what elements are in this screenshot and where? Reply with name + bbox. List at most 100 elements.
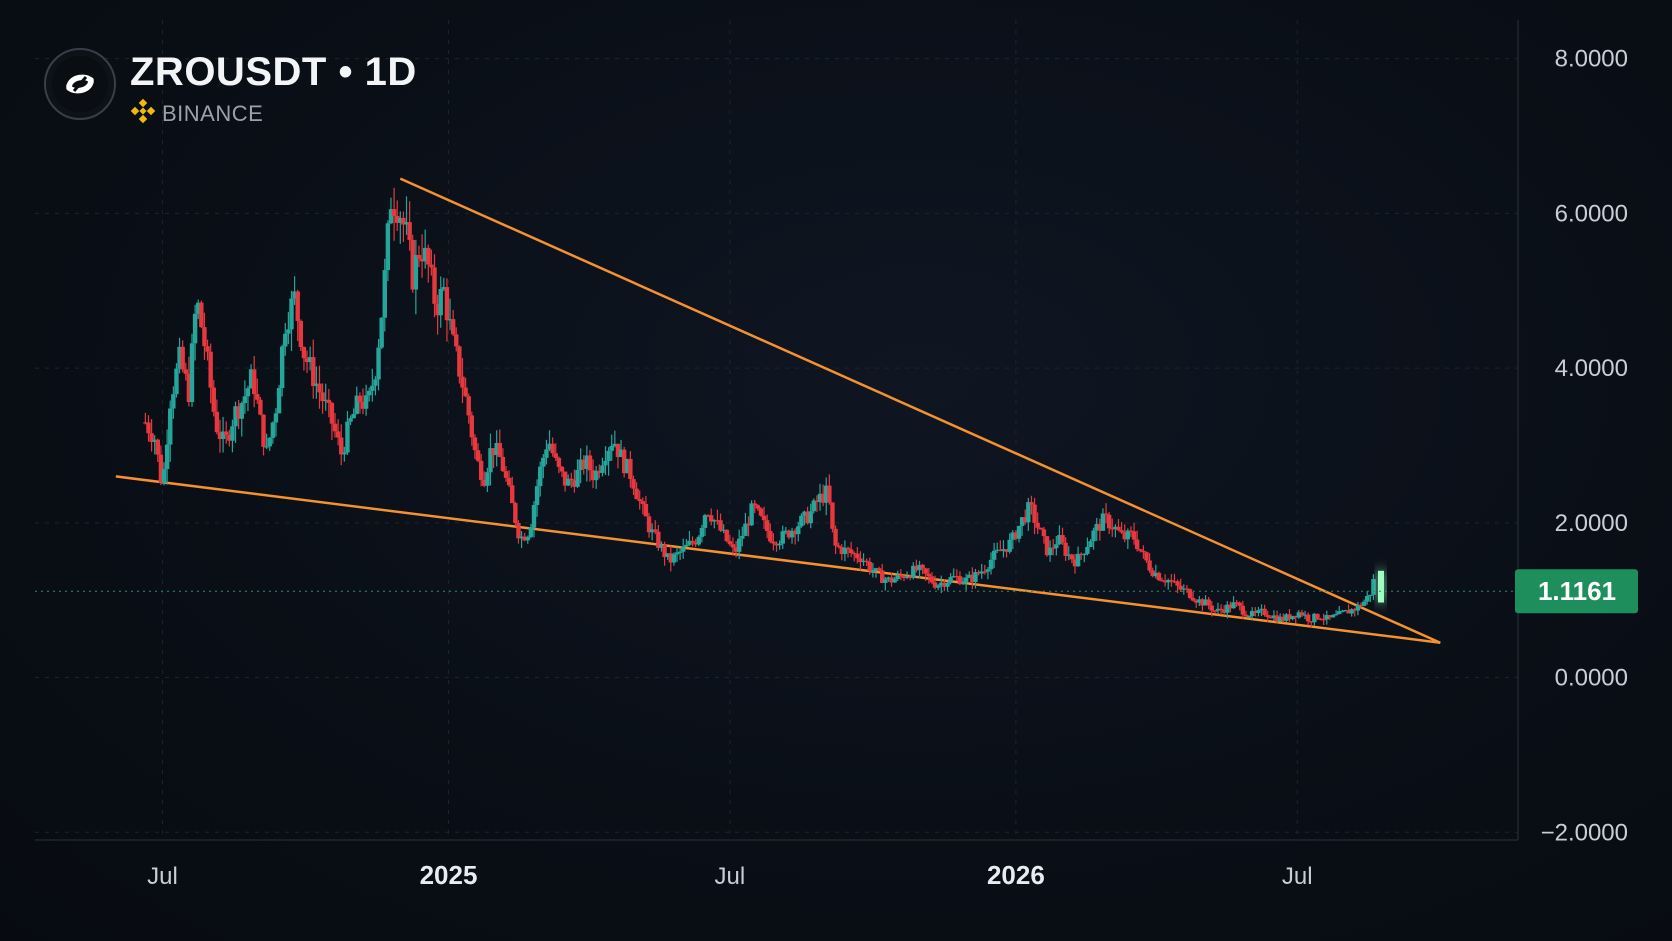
candle-body [211, 387, 216, 412]
candle-body [416, 254, 422, 259]
candle-body [565, 478, 571, 486]
candle-body [979, 571, 984, 574]
candle [385, 220, 391, 282]
candle-body [186, 373, 192, 403]
candle [1330, 613, 1336, 618]
candle-body [848, 549, 854, 554]
candle [587, 450, 593, 482]
candle [1231, 596, 1236, 609]
candle-body [183, 369, 188, 374]
candle [192, 304, 198, 361]
candle [1200, 598, 1205, 611]
candle [817, 483, 823, 511]
candle-body [1023, 517, 1028, 523]
candle [556, 456, 562, 474]
x-tick-label: Jul [1282, 863, 1313, 890]
candle-body [889, 577, 894, 583]
candle-body [1234, 602, 1239, 604]
candle-body [662, 544, 667, 558]
candle [1051, 538, 1056, 556]
candle-body [1324, 615, 1329, 620]
candle-body [1221, 610, 1227, 613]
candle-body [597, 470, 602, 473]
candle [562, 471, 568, 492]
candle [534, 479, 540, 517]
candle-body [1060, 535, 1065, 543]
candle-body [478, 460, 484, 480]
candle-body [279, 346, 285, 389]
candle [444, 278, 450, 342]
candle-body [1035, 522, 1040, 528]
candle-body [1371, 579, 1376, 595]
candle-body [354, 395, 359, 414]
candle [935, 584, 941, 591]
candle [541, 454, 546, 479]
candle-body [824, 485, 829, 503]
candle-body [1001, 549, 1006, 552]
title-separator: • [338, 50, 353, 94]
candle [1141, 545, 1146, 559]
candle [416, 245, 422, 268]
candle-body [1007, 539, 1012, 552]
candle-body [450, 319, 456, 335]
candle-body [867, 561, 872, 572]
candle [339, 424, 344, 466]
candle [1156, 571, 1162, 582]
candle-body [907, 576, 913, 578]
interval-label[interactable]: 1D [364, 50, 417, 94]
candle-body [609, 445, 614, 451]
candle-body [304, 358, 310, 363]
candle-body [435, 303, 440, 316]
candle-body [1243, 614, 1249, 617]
candle-body [161, 469, 167, 483]
candle-body [248, 369, 254, 389]
candle-body [985, 569, 991, 572]
candle [1337, 606, 1342, 615]
candle-body [261, 414, 266, 447]
candle-body [1166, 580, 1171, 583]
candle-body [715, 520, 720, 522]
candle [276, 384, 282, 414]
candle [1035, 512, 1040, 535]
candle [929, 572, 935, 585]
candle [904, 571, 910, 580]
candle [625, 458, 630, 474]
candle-body [1358, 604, 1364, 607]
candle-body [503, 471, 509, 478]
candle-body [1103, 513, 1109, 515]
candle-body [370, 385, 375, 391]
candle-body [634, 488, 639, 500]
candle [1309, 620, 1314, 628]
candle [1144, 551, 1149, 563]
candle-body [1094, 524, 1099, 531]
candle-body [143, 422, 148, 424]
candle [279, 344, 285, 397]
candle [771, 533, 776, 551]
candle [1287, 609, 1292, 622]
candle [892, 576, 897, 583]
candle [979, 563, 984, 579]
candle [1110, 518, 1115, 537]
candle [482, 471, 487, 488]
candle [270, 421, 276, 444]
candle-body [1004, 549, 1009, 552]
candle [926, 567, 932, 584]
candle [1312, 612, 1317, 626]
candle-body [1138, 549, 1143, 551]
candle [335, 419, 341, 446]
candle [1138, 549, 1143, 553]
candle [472, 434, 478, 460]
y-tick-label: 4.0000 [1555, 355, 1628, 382]
candle-body [957, 576, 963, 585]
candle-body [1215, 608, 1221, 611]
candle-body [1343, 610, 1348, 612]
candle-body [550, 443, 555, 454]
candle [1327, 614, 1333, 621]
candle-body [643, 503, 649, 517]
candle [447, 298, 453, 331]
candle-body [1153, 572, 1158, 577]
candle [1209, 601, 1214, 617]
candle [820, 484, 826, 507]
candle [799, 513, 804, 528]
